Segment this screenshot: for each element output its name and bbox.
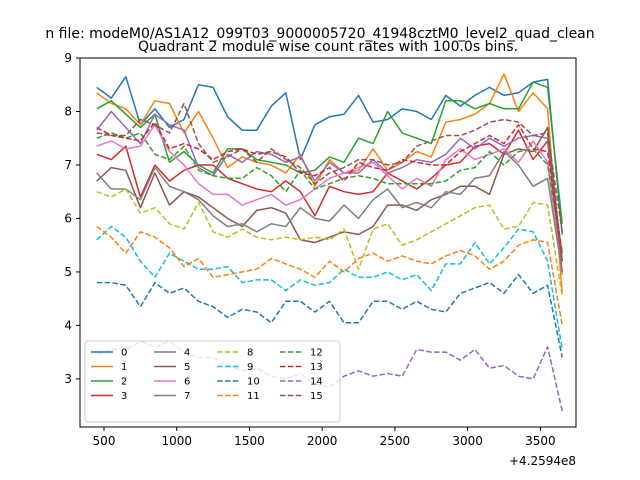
legend-box: [84, 340, 341, 423]
series-line-3: [96, 129, 563, 272]
series-line-10: [96, 273, 563, 358]
legend-label: 2: [121, 377, 127, 388]
x-axis: 500 1000 1500 2000 2500 3000 3500: [93, 427, 556, 448]
series-line-13: [96, 121, 563, 254]
legend-label: 3: [121, 391, 127, 402]
x-tick-label: 3500: [525, 434, 556, 448]
y-tick-label: 6: [64, 211, 72, 225]
figure-suptitle: n file: modeM0/AS1A12_099T03_9000005720_…: [45, 26, 594, 42]
chart-title: Quadrant 2 module wise count rates with …: [138, 39, 518, 55]
x-tick-label: 1500: [234, 434, 265, 448]
series-line-15: [96, 102, 563, 232]
series-line-12: [96, 132, 563, 254]
legend-label: 4: [184, 348, 190, 359]
legend-label: 5: [184, 362, 190, 373]
y-tick-label: 5: [64, 265, 72, 279]
series-line-9: [96, 225, 563, 350]
y-axis: 3 4 5 6 7 8 9: [64, 51, 80, 386]
legend-label: 15: [310, 391, 323, 402]
legend-label: 9: [247, 362, 253, 373]
y-tick-label: 4: [64, 318, 72, 332]
x-tick-label: 2000: [307, 434, 338, 448]
y-tick-label: 9: [64, 51, 72, 65]
series-line-1: [96, 73, 563, 294]
legend-label: 13: [310, 362, 323, 373]
legend-label: 14: [310, 377, 323, 388]
series-line-5: [96, 126, 563, 262]
legend-label: 1: [121, 362, 127, 373]
legend-label: 12: [310, 348, 323, 359]
series-line-4: [96, 110, 563, 262]
legend-label: 10: [247, 377, 260, 388]
x-tick-label: 1000: [161, 434, 192, 448]
x-tick-label: 3000: [452, 434, 483, 448]
x-offset-label: +4.2594e8: [509, 454, 576, 468]
y-tick-label: 8: [64, 104, 72, 118]
y-tick-label: 7: [64, 158, 72, 172]
legend-label: 0: [121, 348, 127, 359]
x-tick-label: 2500: [380, 434, 411, 448]
series-layer: [96, 73, 563, 412]
legend-label: 6: [184, 377, 190, 388]
series-line-2: [96, 81, 563, 224]
legend-label: 8: [247, 348, 253, 359]
axes-frame: [79, 57, 577, 428]
series-line-7: [96, 150, 563, 273]
series-line-11: [96, 225, 563, 326]
series-line-0: [96, 75, 563, 235]
legend-label: 7: [184, 391, 190, 402]
legend-label: 11: [247, 391, 260, 402]
x-tick-label: 500: [93, 434, 116, 448]
series-line-8: [96, 188, 563, 297]
y-tick-label: 3: [64, 372, 72, 386]
